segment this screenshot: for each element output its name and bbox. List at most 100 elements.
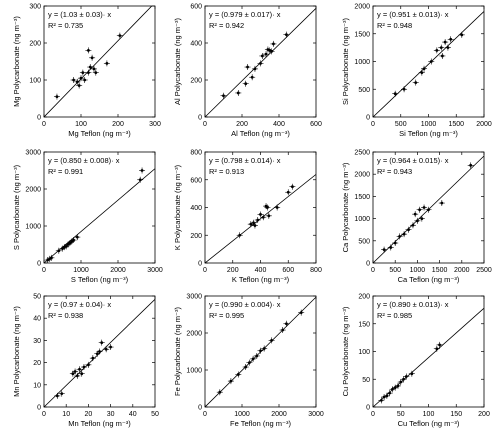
y-tick-label: 0 [198, 405, 202, 412]
x-axis-label: Mn Teflon (ng m⁻³) [68, 419, 131, 428]
data-point [70, 77, 77, 83]
x-tick-label: 1500 [432, 267, 448, 274]
data-point [74, 78, 81, 85]
x-axis-label: Al Teflon (ng m⁻³) [231, 129, 290, 138]
data-point [53, 93, 60, 100]
data-point [250, 219, 257, 226]
x-tick-label: 1000 [421, 121, 437, 128]
x-axis-label: Si Teflon (ng m⁻³) [399, 129, 458, 138]
y-axis-label: Si Polycarbonate (ng m⁻³) [341, 18, 350, 105]
data-point [254, 216, 261, 223]
y-tick-label: 0 [366, 261, 370, 268]
data-point [259, 52, 266, 59]
data-point [72, 368, 79, 375]
x-tick-label: 200 [236, 121, 248, 128]
data-point [298, 309, 305, 316]
r-squared: R² = 0.735 [48, 21, 83, 30]
y-tick-label: 2000 [354, 172, 370, 179]
data-point [386, 390, 393, 397]
data-point [216, 389, 223, 396]
data-point [70, 237, 77, 244]
data-point [89, 355, 96, 362]
r-squared: R² = 0.913 [209, 167, 244, 176]
y-tick-label: 500 [358, 238, 370, 245]
data-point [54, 392, 61, 399]
data-point [87, 64, 94, 71]
data-point [396, 233, 403, 240]
y-axis-label: K Polycarbonate (ng m⁻³) [173, 164, 182, 250]
data-point [244, 64, 251, 71]
x-tick-label: 1000 [73, 267, 89, 274]
x-axis-label: Fe Teflon (ng m⁻³) [230, 419, 291, 428]
panel-9: 0 50 100 150 200 0 50 100 150 200 Cu Teflon (ng m⁻… [341, 294, 490, 428]
x-tick-label: 0 [371, 121, 375, 128]
fit-equation: y = (0.798 ± 0.014)· x [209, 156, 281, 165]
x-tick-label: 400 [255, 267, 267, 274]
y-tick-label: 30 [33, 338, 41, 345]
fit-line [205, 174, 316, 263]
data-point [92, 69, 99, 76]
data-point [251, 65, 258, 72]
y-tick-label: 50 [33, 294, 41, 301]
data-point [400, 376, 407, 383]
x-tick-label: 40 [129, 411, 137, 418]
data-point [137, 176, 144, 183]
data-point [444, 44, 451, 51]
data-point [433, 345, 440, 352]
plot-frame [204, 5, 317, 118]
y-tick-label: 1000 [25, 224, 41, 231]
data-point [438, 44, 445, 51]
data-point [412, 79, 419, 86]
data-point [253, 352, 260, 359]
x-tick-label: 500 [395, 121, 407, 128]
y-tick-label: 1500 [354, 31, 370, 38]
y-tick-label: 3000 [25, 150, 41, 157]
x-tick-label: 0 [203, 267, 207, 274]
x-tick-label: 2000 [110, 267, 126, 274]
x-tick-label: 2000 [271, 411, 287, 418]
fit-equation: y = (0.890 ± 0.013)· x [377, 300, 449, 309]
panel-6: 0 500 1000 1500 2000 2500 0 500 1000 1500 2000 2500… [341, 150, 492, 285]
data-point [78, 370, 85, 377]
data-point [378, 397, 385, 404]
data-point [76, 82, 83, 89]
data-point [235, 89, 242, 96]
data-point [414, 217, 421, 224]
data-point [458, 31, 465, 38]
y-tick-label: 0 [198, 115, 202, 122]
y-tick-label: 2000 [186, 331, 202, 338]
r-squared: R² = 0.942 [209, 21, 244, 30]
x-tick-label: 800 [310, 267, 322, 274]
y-tick-label: 150 [358, 321, 370, 328]
x-tick-label: 0 [42, 121, 46, 128]
y-tick-label: 800 [190, 150, 202, 157]
y-tick-label: 100 [358, 349, 370, 356]
data-point [81, 77, 88, 83]
plot-frame [204, 295, 317, 408]
y-tick-label: 0 [198, 261, 202, 268]
x-tick-label: 1000 [410, 267, 426, 274]
data-point [257, 60, 264, 67]
panel-8: 0 1000 2000 3000 0 1000 2000 3000 Fe Teflon (ng … [173, 294, 324, 428]
data-point [80, 364, 87, 371]
data-point [270, 40, 277, 47]
y-axis-label: Cu Polycarbonate (ng m⁻³) [341, 306, 350, 396]
y-tick-label: 3000 [186, 294, 202, 301]
r-squared: R² = 0.943 [377, 167, 412, 176]
y-tick-label: 0 [37, 405, 41, 412]
x-tick-label: 0 [203, 411, 207, 418]
data-point [257, 211, 264, 218]
x-tick-label: 3000 [308, 411, 324, 418]
x-tick-label: 0 [371, 267, 375, 274]
y-tick-label: 0 [37, 115, 41, 122]
data-point [246, 359, 253, 366]
data-point [409, 222, 416, 229]
data-point [85, 47, 92, 54]
data-point [403, 373, 410, 380]
plot-frame [43, 295, 156, 408]
data-point [283, 31, 290, 38]
fit-equation: y = (1.03 ± 0.03)· x [48, 10, 111, 19]
panel-7: 0 10 20 30 40 50 0 10 20 30 40 50 Mn Teflon (ng m⁻³)… [12, 294, 159, 428]
x-tick-label: 0 [203, 121, 207, 128]
fit-equation: y = (0.951 ± 0.013)· x [377, 10, 449, 19]
